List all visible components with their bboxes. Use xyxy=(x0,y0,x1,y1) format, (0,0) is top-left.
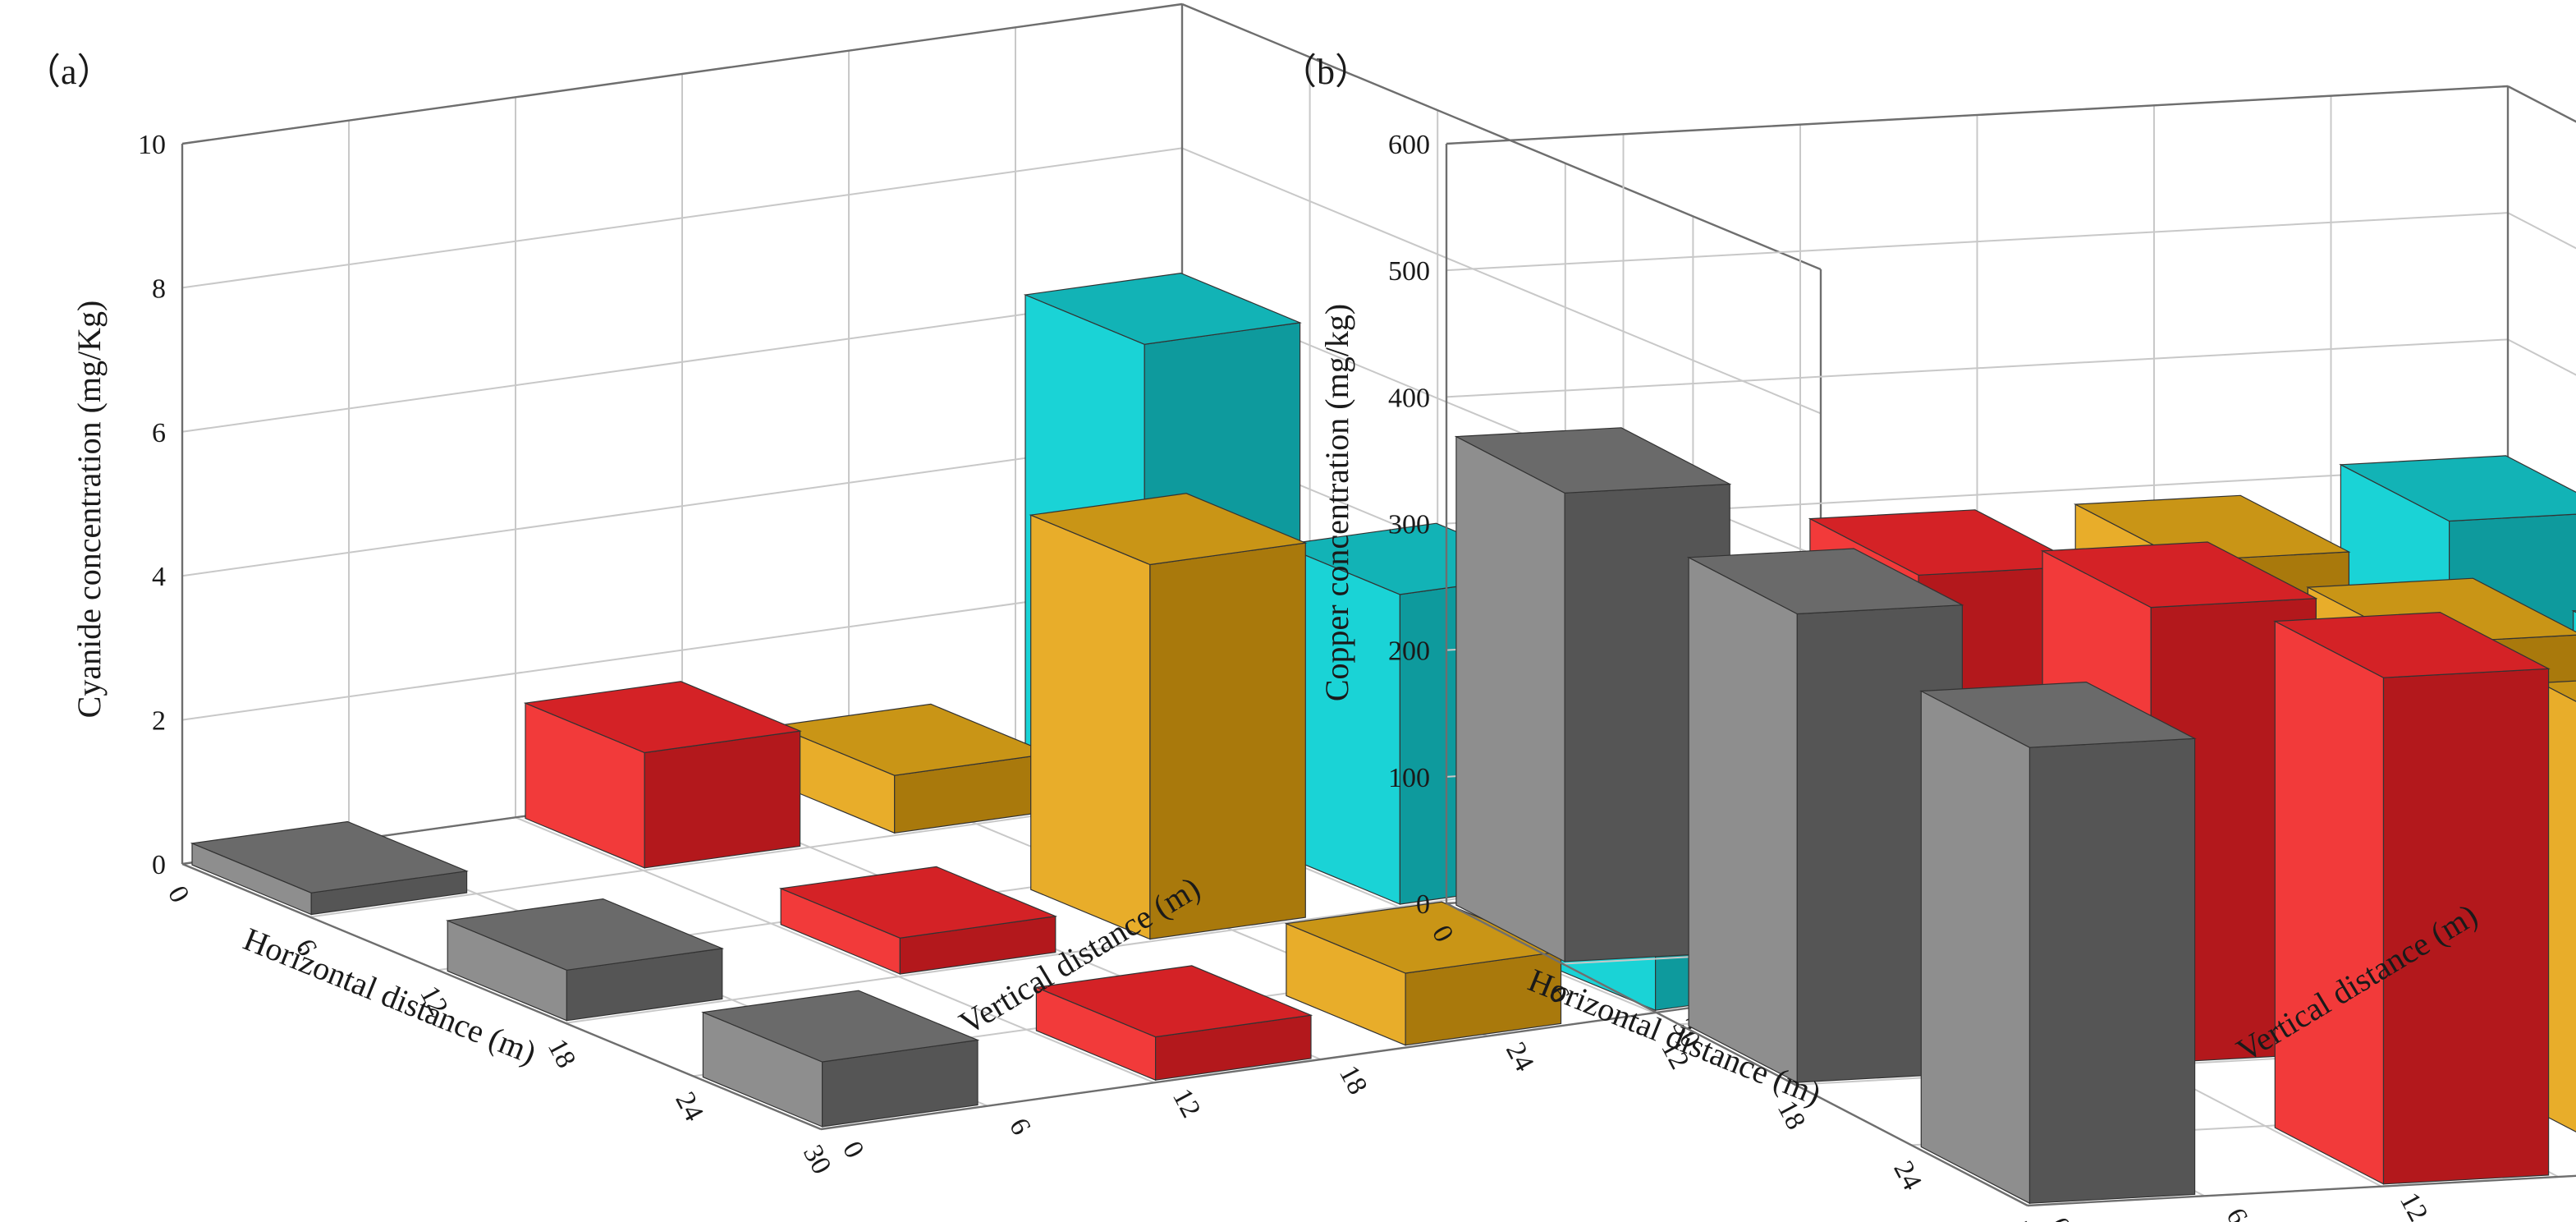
bar-top-face xyxy=(1919,681,2197,748)
bar-side-face xyxy=(644,730,801,869)
bar xyxy=(445,898,725,1022)
bar xyxy=(1034,965,1313,1082)
panel-a-bars xyxy=(190,272,1813,1128)
bar xyxy=(1029,493,1308,940)
bar-top-face xyxy=(1454,427,1732,494)
z-tick-label: 400 xyxy=(1388,383,1430,413)
z-tick-label: 2 xyxy=(152,706,166,737)
wall-gridline xyxy=(1446,212,2509,272)
wall-gridline xyxy=(1181,147,1822,415)
y-tick-label: 12 xyxy=(2394,1188,2434,1222)
axis-frame-edge xyxy=(820,988,1822,1131)
bar xyxy=(523,681,802,869)
panel-a-z-axis-title: Cyanide concentration (mg/Kg) xyxy=(71,301,108,719)
y-tick-label: 24 xyxy=(1500,1037,1540,1076)
bar xyxy=(1919,681,2197,1205)
bar-top-face xyxy=(1034,965,1313,1038)
bar-side-face xyxy=(2028,737,2196,1204)
bar-top-face xyxy=(2273,611,2551,678)
panel-b: 0100200300400500600061218243006121824303… xyxy=(1281,52,2576,1222)
bar-top-face xyxy=(2538,680,2576,702)
z-tick-label: 600 xyxy=(1388,130,1430,160)
z-tick-label: 8 xyxy=(152,273,166,304)
wall-gridline xyxy=(181,435,1183,577)
z-tick-label: 0 xyxy=(1416,889,1430,920)
bar-top-face xyxy=(2040,541,2318,609)
y-tick-label: 0 xyxy=(837,1137,870,1163)
floor-gridline xyxy=(515,816,1155,1084)
axis-frame-edge xyxy=(181,2,1183,145)
x-tick-label: 24 xyxy=(1887,1156,1927,1195)
y-tick-label: 12 xyxy=(1167,1084,1207,1123)
panel-b-label: （b） xyxy=(1281,52,1371,92)
y-tick-label: 6 xyxy=(2220,1203,2253,1222)
wall-gridline xyxy=(181,579,1183,721)
axis-frame-edge xyxy=(2507,85,2576,123)
y-tick-label: 18 xyxy=(2570,1178,2576,1216)
bar-top-face xyxy=(523,681,802,754)
panel-a: 02468100612182430061218243036 （a） Cyanid… xyxy=(25,2,1873,1179)
x-tick-label: 18 xyxy=(542,1034,582,1073)
y-tick-label: 0 xyxy=(2043,1213,2077,1222)
bar-top-face xyxy=(778,866,1058,939)
x-tick-label: 30 xyxy=(2004,1216,2044,1222)
wall-gridline xyxy=(2507,85,2576,123)
y-tick-label: 18 xyxy=(1333,1060,1373,1099)
bar-front-face xyxy=(1030,514,1151,940)
z-tick-label: 6 xyxy=(152,418,166,448)
z-tick-label: 100 xyxy=(1388,763,1430,793)
bar-top-face xyxy=(2339,455,2576,522)
bar-front-face xyxy=(1455,435,1565,962)
axis-frame-edge xyxy=(2027,1174,2576,1207)
z-tick-label: 200 xyxy=(1388,636,1430,667)
axis-frame-edge xyxy=(1446,85,2509,145)
z-tick-label: 4 xyxy=(152,562,166,592)
bar-front-face xyxy=(1920,690,2031,1205)
wall-gridline xyxy=(181,291,1183,433)
bar-top-face xyxy=(190,820,469,894)
bar-top-face xyxy=(1023,272,1302,345)
bar-top-face xyxy=(2073,494,2351,562)
axis-frame-edge xyxy=(181,862,822,1131)
bar-front-face xyxy=(2274,620,2385,1185)
bar-front-face xyxy=(1688,556,1798,1083)
bar-top-face xyxy=(2571,610,2576,613)
bar xyxy=(190,820,469,916)
y-tick-label: 6 xyxy=(1003,1114,1037,1140)
panel-b-z-axis-title: Copper concentration (mg/kg) xyxy=(1318,304,1355,701)
bar-top-face xyxy=(1029,493,1308,566)
bar xyxy=(773,703,1052,834)
bar-top-face xyxy=(1686,548,1964,615)
bar xyxy=(701,990,980,1128)
bar-top-face xyxy=(445,898,725,971)
panel-b-bars xyxy=(1454,427,2576,1205)
x-tick-label: 30 xyxy=(797,1140,837,1178)
wall-gridline xyxy=(1446,338,2509,398)
z-tick-label: 300 xyxy=(1388,510,1430,540)
z-tick-label: 10 xyxy=(138,130,166,160)
x-tick-label: 24 xyxy=(669,1087,709,1126)
axis-frame-edge xyxy=(1181,2,1822,271)
bar-top-face xyxy=(701,990,980,1063)
bar xyxy=(2273,611,2551,1185)
axis-frame-edge xyxy=(1446,902,2028,1207)
panel-a-label: （a） xyxy=(25,52,113,92)
z-tick-label: 0 xyxy=(152,850,166,880)
x-tick-label: 0 xyxy=(162,881,195,907)
wall-gridline xyxy=(181,147,1183,289)
bar xyxy=(1284,901,1563,1046)
bar xyxy=(778,866,1058,975)
z-tick-label: 500 xyxy=(1388,256,1430,287)
